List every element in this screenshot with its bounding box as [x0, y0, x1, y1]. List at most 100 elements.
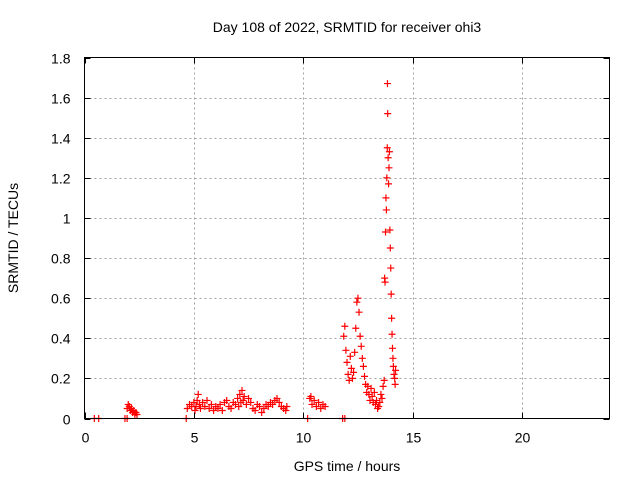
data-point — [389, 354, 397, 362]
data-point — [389, 362, 397, 370]
data-point — [269, 400, 277, 408]
data-point — [133, 410, 141, 418]
data-point — [348, 374, 356, 382]
data-point — [382, 194, 390, 202]
data-point — [275, 398, 283, 406]
data-point — [312, 402, 320, 410]
y-tick-label: 1.6 — [51, 91, 71, 107]
data-point — [340, 332, 348, 340]
data-point — [385, 148, 393, 156]
data-point — [223, 396, 231, 404]
data-point — [361, 372, 368, 380]
x-tick-label: 5 — [191, 430, 199, 446]
data-point — [377, 390, 385, 398]
data-point — [383, 80, 391, 88]
data-point — [199, 398, 207, 406]
data-point — [356, 332, 364, 340]
data-point — [390, 370, 398, 378]
data-point — [235, 402, 243, 410]
data-point — [239, 396, 247, 404]
data-point — [386, 226, 394, 234]
data-point — [260, 404, 268, 412]
data-point — [383, 144, 391, 152]
data-point — [392, 366, 400, 374]
data-point — [207, 400, 215, 408]
data-point — [350, 368, 358, 376]
y-tick-label: 1.4 — [51, 131, 71, 147]
data-point — [238, 386, 246, 394]
y-tick-label: 0.6 — [51, 291, 71, 307]
data-point — [310, 396, 318, 404]
data-point — [321, 402, 329, 410]
data-point — [380, 376, 388, 384]
data-point — [368, 392, 376, 400]
data-point — [385, 164, 393, 172]
data-point — [354, 294, 362, 302]
data-point — [384, 154, 392, 162]
data-point — [383, 174, 391, 182]
data-point — [307, 392, 315, 400]
data-point — [389, 344, 396, 352]
data-point — [193, 396, 201, 404]
y-tick-label: 0.4 — [51, 331, 71, 347]
data-point — [344, 370, 352, 378]
data-point — [382, 206, 390, 214]
data-point — [382, 228, 389, 236]
data-point — [386, 244, 394, 252]
data-point — [264, 402, 272, 410]
data-point — [355, 308, 363, 316]
y-tick-label: 0.8 — [51, 251, 71, 267]
data-point — [384, 110, 392, 118]
data-points — [90, 80, 400, 422]
data-point — [359, 362, 367, 370]
data-point — [273, 394, 281, 402]
data-point — [379, 382, 387, 390]
data-point — [347, 364, 355, 372]
y-tick-label: 1.2 — [51, 171, 71, 187]
x-tick-label: 15 — [406, 430, 422, 446]
data-point — [283, 402, 291, 410]
data-point — [388, 314, 396, 322]
y-tick-label: 1.8 — [51, 51, 71, 67]
data-point — [352, 324, 360, 332]
data-point — [370, 388, 378, 396]
data-point — [357, 342, 365, 350]
data-point — [194, 390, 202, 398]
data-point — [251, 406, 259, 414]
axis-ticks: 0 0.2 0.4 0.6 0.8 1 1.2 1.4 1.6 1.8 0 5 10 15 20 — [51, 51, 610, 446]
x-tick-label: 20 — [515, 430, 531, 446]
y-tick-label: 0 — [63, 412, 71, 428]
data-point — [375, 402, 383, 410]
y-axis-label: SRMTID / TECUs — [5, 183, 21, 293]
data-point — [346, 352, 354, 360]
data-point — [378, 394, 386, 402]
data-point — [315, 398, 323, 406]
data-point — [236, 390, 244, 398]
data-point — [343, 358, 351, 366]
data-point — [240, 392, 248, 400]
data-point — [183, 404, 191, 412]
data-point — [387, 264, 395, 272]
data-point — [387, 290, 395, 298]
data-point — [247, 398, 255, 406]
x-axis-label: GPS time / hours — [294, 458, 401, 474]
data-point — [391, 380, 399, 388]
chart-title: Day 108 of 2022, SRMTID for receiver ohi… — [213, 19, 482, 35]
data-point — [342, 346, 350, 354]
data-point — [388, 330, 396, 338]
x-tick-label: 0 — [82, 430, 90, 446]
data-point — [258, 408, 266, 416]
data-point — [376, 398, 384, 406]
data-point — [210, 406, 218, 414]
data-point — [381, 278, 389, 286]
data-point — [216, 400, 224, 408]
data-point — [385, 180, 393, 188]
data-point — [203, 396, 211, 404]
data-point — [358, 354, 366, 362]
data-point — [242, 400, 250, 408]
data-point — [391, 374, 399, 382]
y-tick-label: 1 — [63, 211, 71, 227]
data-point — [196, 404, 204, 412]
data-point — [367, 384, 375, 392]
